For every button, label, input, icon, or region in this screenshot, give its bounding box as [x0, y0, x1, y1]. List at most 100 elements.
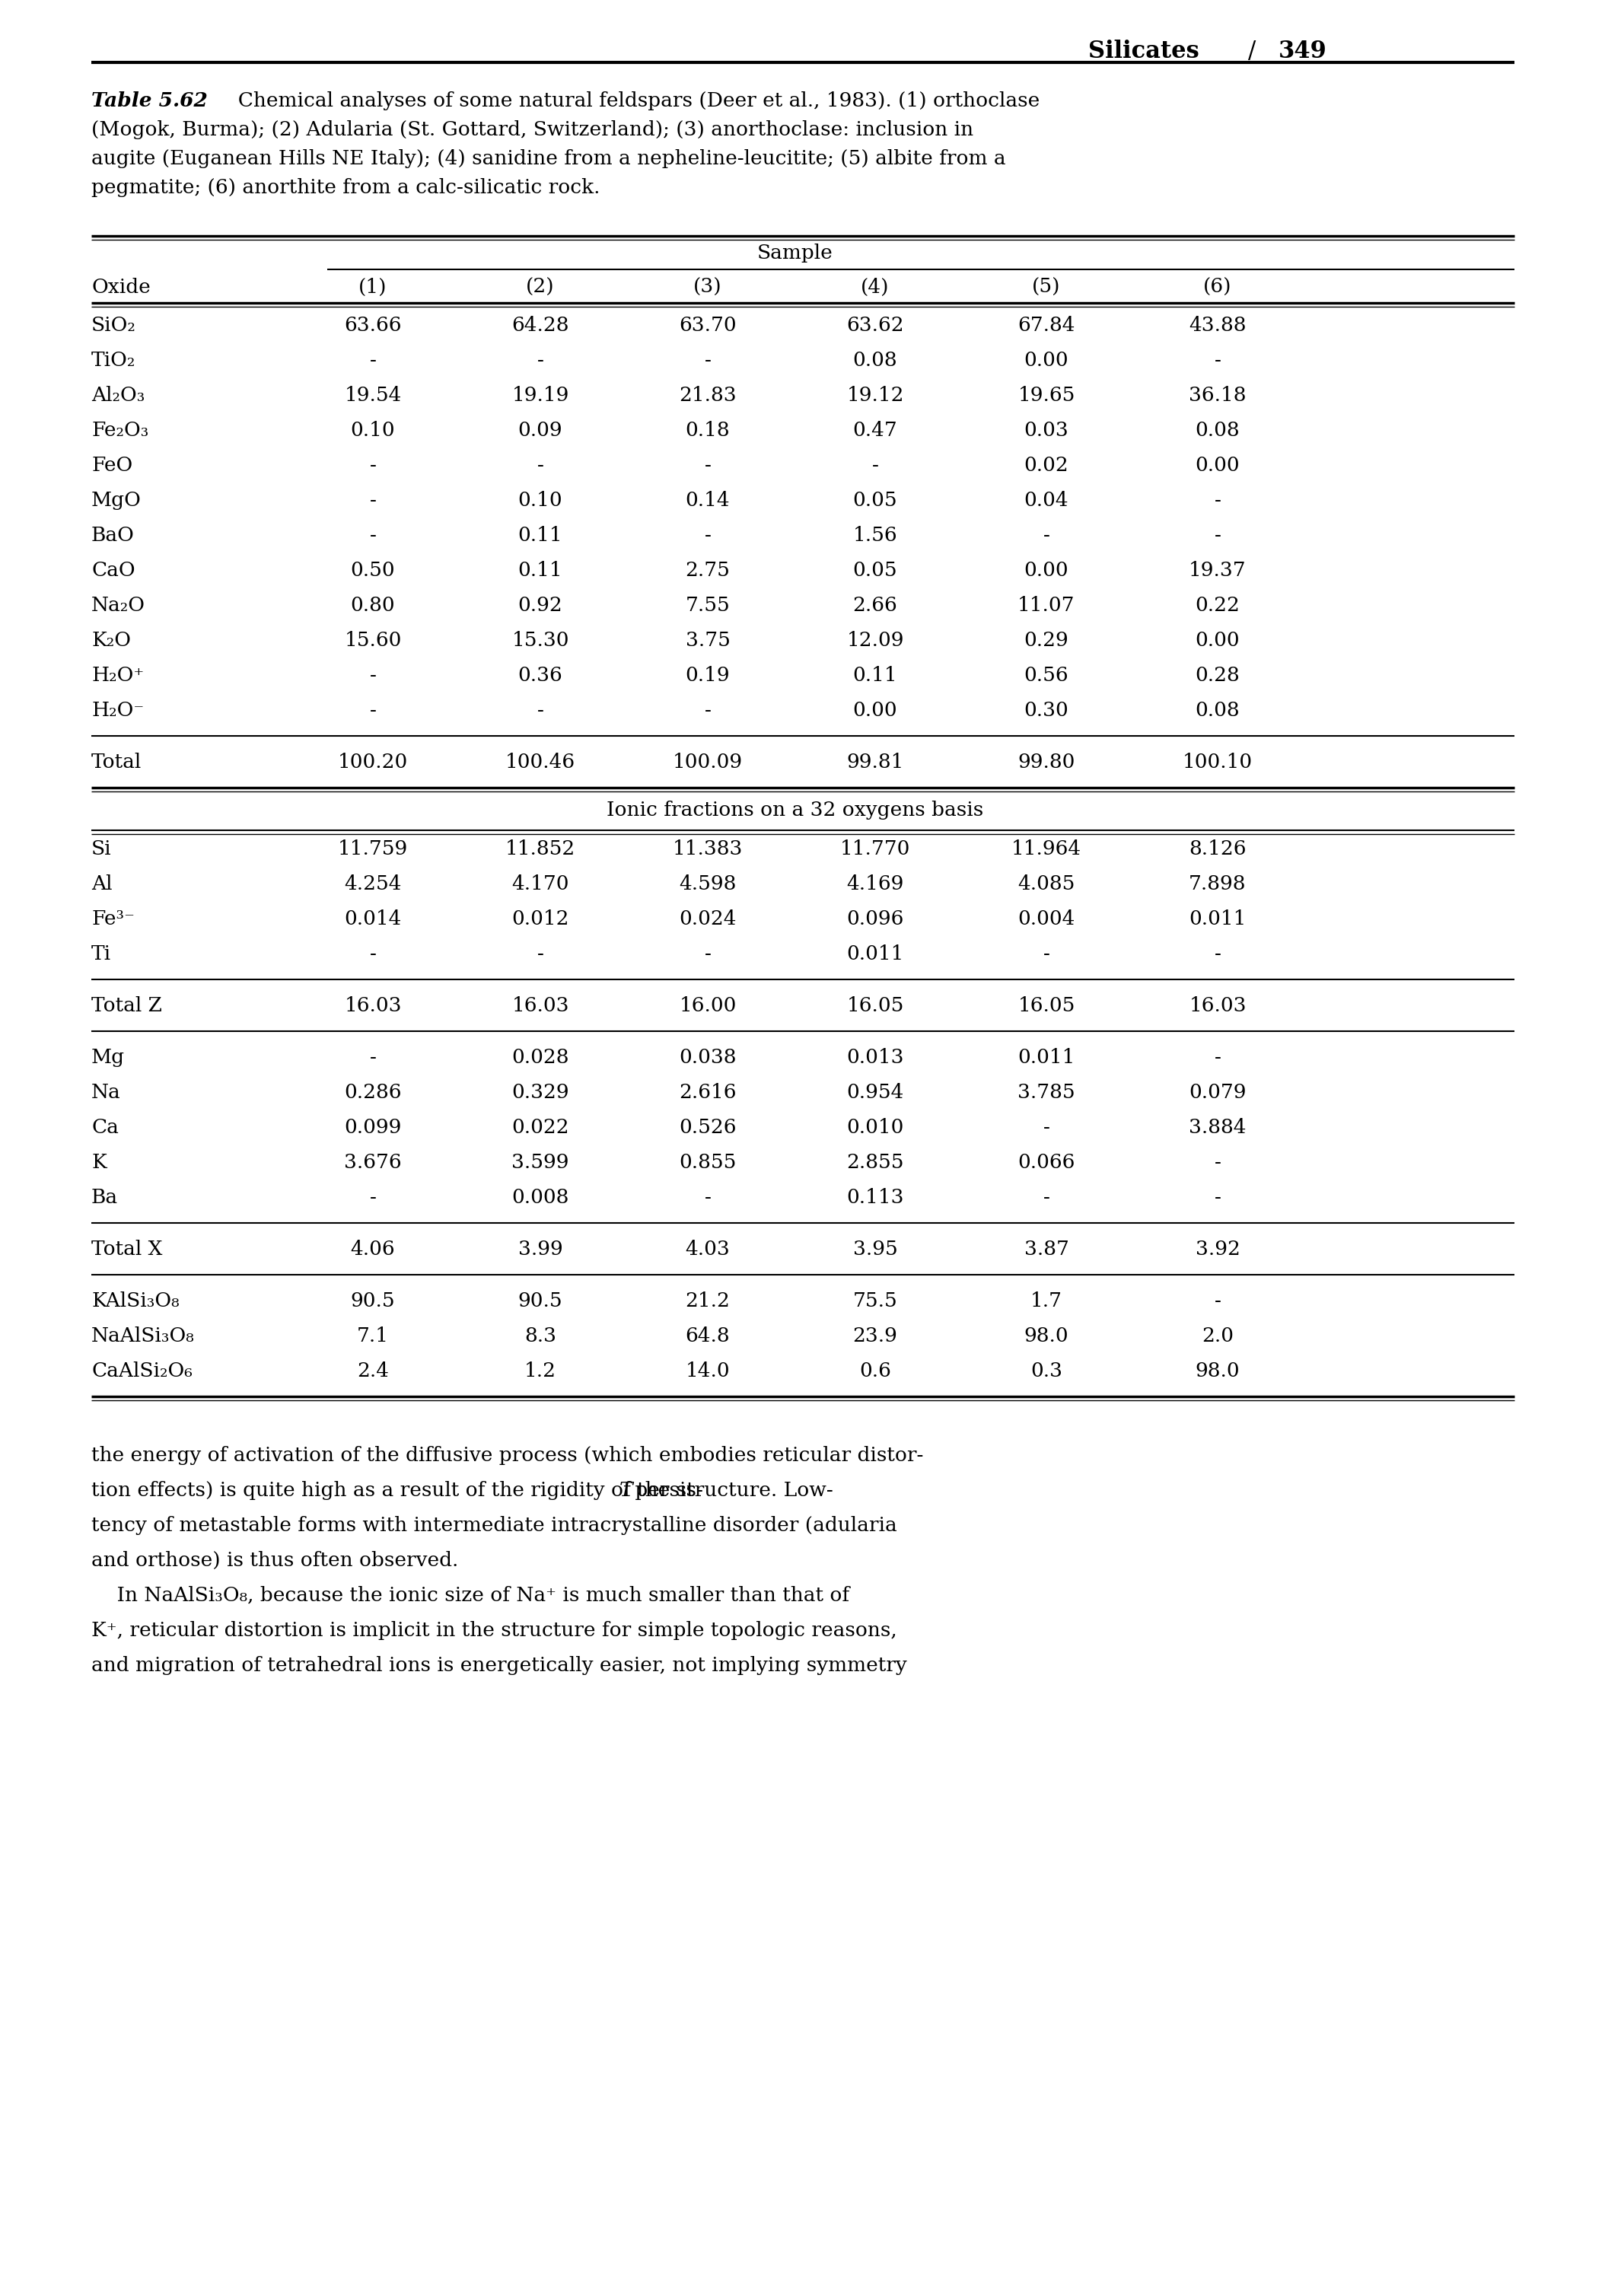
Text: Chemical analyses of some natural feldspars (Deer et al., 1983). (1) orthoclase: Chemical analyses of some natural feldsp…: [225, 92, 1040, 110]
Text: Fe³⁻: Fe³⁻: [91, 909, 135, 928]
Text: -: -: [538, 700, 544, 721]
Text: -: -: [1215, 1290, 1221, 1311]
Text: 3.599: 3.599: [512, 1153, 570, 1171]
Text: 0.29: 0.29: [1024, 631, 1069, 650]
Text: 14.0: 14.0: [685, 1362, 730, 1380]
Text: 16.05: 16.05: [846, 996, 904, 1015]
Text: 0.11: 0.11: [518, 526, 563, 544]
Text: 0.30: 0.30: [1024, 700, 1069, 721]
Text: and orthose) is thus often observed.: and orthose) is thus often observed.: [91, 1552, 459, 1570]
Text: -: -: [1215, 1153, 1221, 1171]
Text: 11.759: 11.759: [337, 840, 408, 859]
Text: 4.085: 4.085: [1018, 875, 1075, 893]
Text: 0.008: 0.008: [512, 1187, 570, 1208]
Text: Ionic fractions on a 32 oxygens basis: Ionic fractions on a 32 oxygens basis: [607, 801, 984, 820]
Text: -: -: [1215, 944, 1221, 964]
Text: -: -: [369, 700, 376, 721]
Text: K⁺, reticular distortion is implicit in the structure for simple topologic reaso: K⁺, reticular distortion is implicit in …: [91, 1621, 897, 1639]
Text: (2): (2): [526, 278, 555, 296]
Text: 0.113: 0.113: [846, 1187, 904, 1208]
Text: 2.616: 2.616: [679, 1084, 737, 1102]
Text: Na₂O: Na₂O: [91, 597, 146, 615]
Text: 0.3: 0.3: [1030, 1362, 1063, 1380]
Text: 7.1: 7.1: [356, 1327, 388, 1345]
Text: 3.95: 3.95: [852, 1240, 897, 1258]
Text: 8.126: 8.126: [1189, 840, 1247, 859]
Text: Ti: Ti: [91, 944, 111, 964]
Text: -: -: [369, 944, 376, 964]
Text: 16.05: 16.05: [1018, 996, 1075, 1015]
Text: Ba: Ba: [91, 1187, 119, 1208]
Text: Silicates: Silicates: [1088, 39, 1199, 64]
Text: -: -: [1215, 491, 1221, 510]
Text: 100.10: 100.10: [1183, 753, 1252, 771]
Text: Na: Na: [91, 1084, 120, 1102]
Text: -: -: [872, 457, 878, 475]
Text: 16.03: 16.03: [512, 996, 570, 1015]
Text: 100.09: 100.09: [672, 753, 743, 771]
Text: 4.170: 4.170: [512, 875, 570, 893]
Text: 0.012: 0.012: [512, 909, 570, 928]
Text: 0.022: 0.022: [512, 1118, 570, 1137]
Text: 0.08: 0.08: [852, 351, 897, 370]
Text: -: -: [369, 457, 376, 475]
Text: 3.884: 3.884: [1189, 1118, 1247, 1137]
Text: 0.92: 0.92: [518, 597, 563, 615]
Text: 0.024: 0.024: [679, 909, 737, 928]
Text: /: /: [1249, 39, 1255, 64]
Text: -: -: [705, 457, 711, 475]
Text: -: -: [1215, 526, 1221, 544]
Text: 0.038: 0.038: [679, 1047, 737, 1068]
Text: 0.10: 0.10: [350, 420, 395, 441]
Text: 2.75: 2.75: [685, 560, 730, 581]
Text: Sample: Sample: [758, 243, 833, 262]
Text: 0.011: 0.011: [1018, 1047, 1075, 1068]
Text: CaAlSi₂O₆: CaAlSi₂O₆: [91, 1362, 193, 1380]
Text: K: K: [91, 1153, 106, 1171]
Text: -: -: [1215, 1047, 1221, 1068]
Text: -: -: [1215, 351, 1221, 370]
Text: 0.096: 0.096: [846, 909, 904, 928]
Text: 0.013: 0.013: [846, 1047, 904, 1068]
Text: 19.19: 19.19: [512, 386, 570, 404]
Text: -: -: [369, 351, 376, 370]
Text: 90.5: 90.5: [350, 1290, 395, 1311]
Text: 2.855: 2.855: [846, 1153, 904, 1171]
Text: Table 5.62: Table 5.62: [91, 92, 207, 110]
Text: 0.028: 0.028: [512, 1047, 570, 1068]
Text: -: -: [369, 526, 376, 544]
Text: 7.55: 7.55: [685, 597, 730, 615]
Text: 0.09: 0.09: [518, 420, 563, 441]
Text: 90.5: 90.5: [518, 1290, 563, 1311]
Text: -: -: [369, 1047, 376, 1068]
Text: -: -: [538, 351, 544, 370]
Text: 19.65: 19.65: [1018, 386, 1075, 404]
Text: 0.50: 0.50: [350, 560, 395, 581]
Text: 2.66: 2.66: [852, 597, 897, 615]
Text: 0.56: 0.56: [1024, 666, 1069, 684]
Text: -: -: [705, 1187, 711, 1208]
Text: 0.099: 0.099: [343, 1118, 401, 1137]
Text: 0.05: 0.05: [852, 491, 897, 510]
Text: 0.22: 0.22: [1196, 597, 1241, 615]
Text: KAlSi₃O₈: KAlSi₃O₈: [91, 1290, 180, 1311]
Text: 2.4: 2.4: [356, 1362, 388, 1380]
Text: (Mogok, Burma); (2) Adularia (St. Gottard, Switzerland); (3) anorthoclase: inclu: (Mogok, Burma); (2) Adularia (St. Gottar…: [91, 119, 974, 140]
Text: H₂O⁺: H₂O⁺: [91, 666, 144, 684]
Text: (1): (1): [358, 278, 387, 296]
Text: SiO₂: SiO₂: [91, 317, 136, 335]
Text: H₂O⁻: H₂O⁻: [91, 700, 144, 721]
Text: -: -: [369, 666, 376, 684]
Text: 349: 349: [1279, 39, 1327, 64]
Text: 43.88: 43.88: [1189, 317, 1247, 335]
Text: 4.06: 4.06: [350, 1240, 395, 1258]
Text: 15.30: 15.30: [512, 631, 570, 650]
Text: 0.066: 0.066: [1018, 1153, 1075, 1171]
Text: 16.03: 16.03: [1189, 996, 1247, 1015]
Text: 0.08: 0.08: [1196, 700, 1241, 721]
Text: -: -: [1043, 944, 1050, 964]
Text: 0.14: 0.14: [685, 491, 730, 510]
Text: the energy of activation of the diffusive process (which embodies reticular dist: the energy of activation of the diffusiv…: [91, 1446, 923, 1465]
Text: -: -: [705, 944, 711, 964]
Text: FeO: FeO: [91, 457, 133, 475]
